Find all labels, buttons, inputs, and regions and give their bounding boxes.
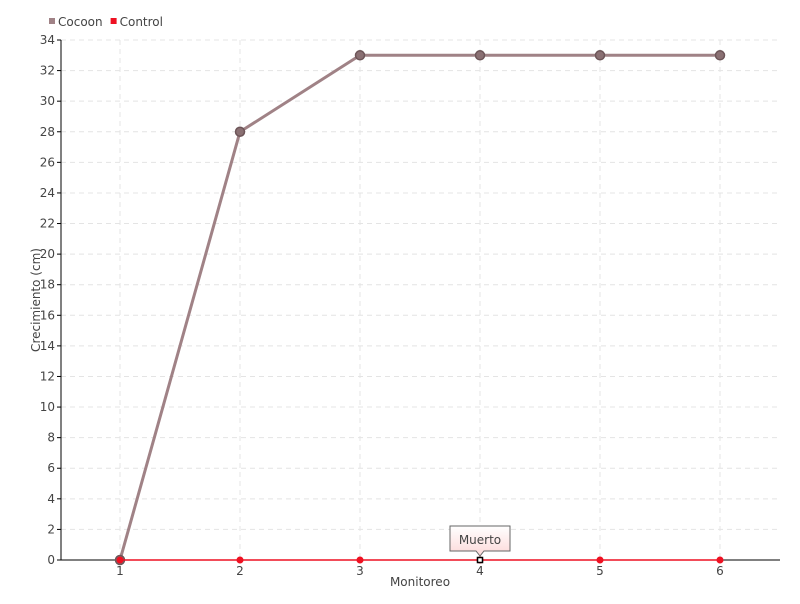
- y-tick-label: 34: [40, 33, 55, 47]
- legend-item-cocoon[interactable]: Cocoon: [49, 15, 103, 29]
- x-tick-label: 2: [236, 564, 244, 578]
- data-point: [356, 556, 364, 564]
- x-tick-label: 5: [596, 564, 604, 578]
- data-point: [716, 556, 724, 564]
- y-tick-label: 20: [40, 247, 55, 261]
- y-tick-label: 28: [40, 125, 55, 139]
- x-tick-label: 1: [116, 564, 124, 578]
- y-tick-label: 10: [40, 400, 55, 414]
- y-tick-label: 4: [47, 492, 55, 506]
- y-tick-label: 26: [40, 155, 55, 169]
- series-control: [116, 556, 724, 564]
- legend-swatch: [110, 18, 117, 24]
- legend-label: Control: [120, 15, 163, 29]
- data-point: [596, 556, 604, 564]
- data-point: [236, 556, 244, 564]
- y-tick-label: 12: [40, 369, 55, 383]
- data-point: [594, 50, 606, 61]
- y-tick-label: 8: [47, 431, 55, 445]
- legend-label: Cocoon: [58, 15, 103, 29]
- y-tick-label: 6: [47, 461, 55, 475]
- x-tick-label: 4: [476, 564, 484, 578]
- data-point: [354, 50, 366, 61]
- data-point: [474, 50, 486, 61]
- series-cocoon: [114, 50, 726, 566]
- x-axis-label: Monitoreo: [390, 575, 450, 589]
- y-tick-label: 18: [40, 278, 55, 292]
- y-tick-label: 22: [40, 217, 55, 231]
- y-tick-label: 24: [40, 186, 55, 200]
- hovered-point: [476, 556, 484, 564]
- y-tick-label: 2: [47, 522, 55, 536]
- data-point: [234, 126, 246, 138]
- legend-swatch: [49, 18, 55, 24]
- tooltip: Muerto: [449, 525, 511, 557]
- data-point: [116, 556, 124, 564]
- y-tick-label: 16: [40, 308, 55, 322]
- y-axis-label: Crecimiento (cm): [29, 248, 43, 352]
- data-point: [714, 50, 726, 61]
- y-tick-label: 0: [47, 553, 55, 567]
- legend-item-control[interactable]: Control: [110, 15, 163, 29]
- tooltip-text: Muerto: [459, 533, 501, 547]
- y-tick-label: 32: [40, 64, 55, 78]
- tooltip-box: [449, 525, 511, 557]
- x-tick-label: 6: [716, 564, 724, 578]
- series-line: [118, 53, 720, 561]
- y-tick-label: 14: [40, 339, 55, 353]
- y-tick-label: 30: [40, 94, 55, 108]
- x-tick-label: 3: [356, 564, 364, 578]
